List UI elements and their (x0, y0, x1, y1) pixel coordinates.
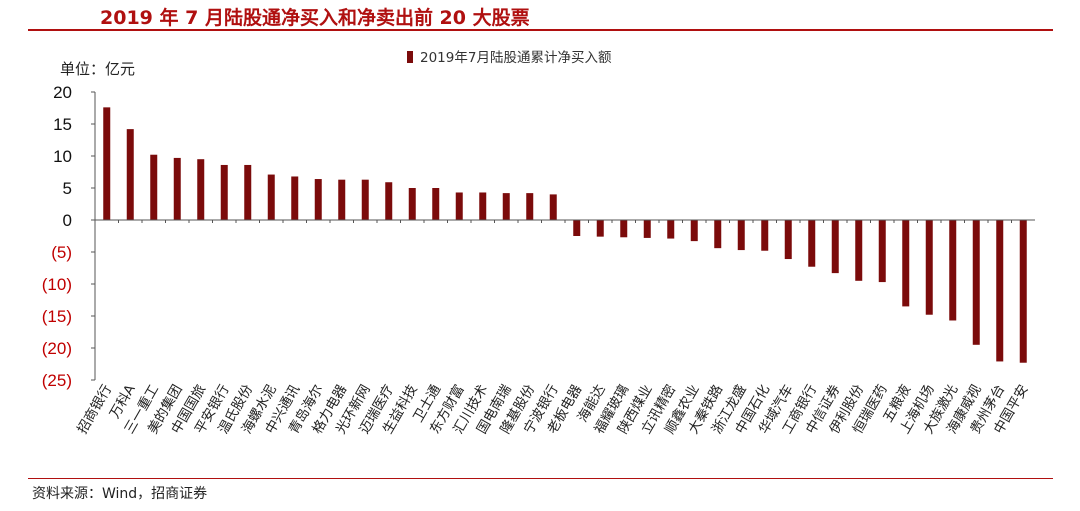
bar (173, 157, 181, 220)
y-tick-label: 15 (53, 115, 72, 134)
y-tick-label: 5 (63, 179, 72, 198)
bottom-divider (28, 478, 1053, 479)
y-tick-label: (15) (42, 307, 72, 326)
bar (620, 220, 628, 238)
y-tick-label: 20 (53, 83, 72, 102)
y-tick-label: (25) (42, 371, 72, 390)
bar (549, 194, 557, 220)
legend-label: 2019年7月陆股通累计净买入额 (420, 50, 612, 66)
bar (314, 179, 322, 220)
bar (878, 220, 886, 283)
bar (432, 188, 440, 220)
bar (526, 193, 534, 220)
bar (103, 107, 111, 220)
bar (643, 220, 651, 238)
bar (220, 164, 228, 220)
bar (502, 193, 510, 220)
bar (385, 182, 393, 220)
y-tick-label: 0 (63, 211, 72, 230)
bar (1019, 220, 1027, 363)
bar (925, 220, 933, 315)
bar-chart: 2019年7月陆股通累计净买入额 单位：亿元 20 15 10 5 0 (5) (10) (1… (42, 50, 1035, 437)
bar (784, 220, 792, 260)
bar (949, 220, 957, 321)
y-tick-label: 10 (53, 147, 72, 166)
bars-group (94, 107, 1027, 363)
bar (150, 154, 158, 220)
x-axis-labels: 招商银行万科A三一重工美的集团中国国旅平安银行温氏股份海螺水泥中兴通讯青岛海尔格… (74, 381, 1031, 437)
bar (596, 220, 604, 237)
legend-swatch (407, 51, 413, 63)
bar (761, 220, 769, 251)
bar (408, 188, 416, 220)
bar (455, 192, 463, 220)
bar (690, 220, 698, 242)
bar (996, 220, 1004, 362)
page-title: 2019 年 7 月陆股通净买入和净卖出前 20 大股票 (100, 7, 530, 29)
bar (244, 164, 252, 220)
bar (338, 179, 346, 220)
legend: 2019年7月陆股通累计净买入额 (407, 50, 612, 66)
bar (291, 176, 299, 220)
bar (714, 220, 722, 249)
bar (737, 220, 745, 251)
bar (479, 192, 487, 220)
bar (855, 220, 863, 281)
bar (831, 220, 839, 274)
bar (573, 220, 581, 236)
title-underline (28, 29, 1053, 31)
bar (667, 220, 675, 239)
bar (361, 179, 369, 220)
bar (267, 174, 275, 220)
bar (126, 129, 134, 220)
y-tick-label: (5) (51, 243, 72, 262)
bar (808, 220, 816, 267)
y-tick-label: (10) (42, 275, 72, 294)
y-tick-label: (20) (42, 339, 72, 358)
bar (197, 159, 205, 220)
bar (972, 220, 980, 345)
y-axis-ticks: 20 15 10 5 0 (5) (10) (15) (20) (25) (42, 83, 95, 390)
source-note: 资料来源：Wind，招商证券 (32, 486, 208, 502)
y-axis-unit-label: 单位：亿元 (60, 60, 135, 78)
bar (902, 220, 910, 307)
